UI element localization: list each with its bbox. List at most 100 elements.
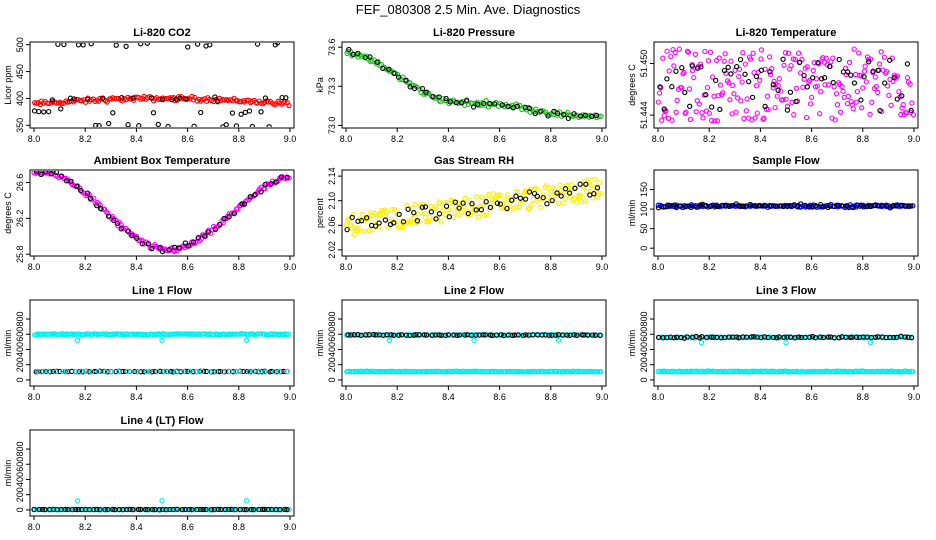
panel-li-820-temperature: Li-820 Temperature 8.0 8.2 8.4 8.6 8.8 9.0 51.4… bbox=[627, 27, 920, 144]
data-point bbox=[284, 506, 290, 513]
data-point bbox=[703, 92, 709, 98]
data-point bbox=[542, 332, 549, 338]
data-point bbox=[40, 368, 47, 375]
x-tick-label: 8.4 bbox=[130, 392, 143, 402]
data-point bbox=[564, 332, 570, 338]
data-point bbox=[138, 506, 144, 513]
plot-frame bbox=[29, 299, 295, 387]
data-point bbox=[226, 506, 232, 513]
data-point bbox=[696, 101, 702, 107]
data-point bbox=[592, 332, 598, 338]
data-point bbox=[104, 99, 110, 105]
data-point bbox=[395, 74, 402, 80]
series-line3-cyan-low bbox=[655, 368, 916, 375]
data-point bbox=[94, 506, 100, 513]
data-point bbox=[742, 61, 748, 67]
data-point bbox=[80, 43, 86, 48]
y-tick-label: 400 bbox=[639, 342, 649, 357]
data-point bbox=[344, 226, 350, 233]
data-point bbox=[717, 106, 723, 113]
data-point bbox=[854, 88, 861, 95]
data-point bbox=[780, 97, 786, 103]
data-point bbox=[449, 198, 456, 204]
panel-title: Line 1 Flow bbox=[132, 285, 192, 297]
data-point bbox=[48, 171, 54, 177]
data-point bbox=[459, 100, 465, 106]
data-point bbox=[717, 82, 724, 88]
data-point bbox=[459, 209, 465, 215]
data-point bbox=[423, 89, 429, 95]
data-point bbox=[853, 99, 859, 105]
data-point bbox=[100, 95, 106, 101]
series-pressure-black bbox=[346, 46, 600, 122]
data-point bbox=[367, 54, 373, 60]
data-point bbox=[561, 112, 567, 118]
data-point bbox=[545, 113, 551, 119]
data-point bbox=[173, 369, 179, 375]
data-point bbox=[699, 334, 705, 340]
data-point bbox=[793, 98, 799, 105]
data-point bbox=[185, 44, 191, 50]
data-point bbox=[406, 218, 412, 224]
data-point bbox=[229, 506, 235, 513]
data-point bbox=[278, 174, 284, 180]
data-point bbox=[53, 369, 59, 375]
data-point bbox=[850, 106, 856, 112]
data-point bbox=[902, 334, 908, 340]
data-point bbox=[585, 177, 592, 183]
data-point bbox=[899, 334, 905, 340]
data-point bbox=[753, 368, 759, 374]
data-point bbox=[171, 331, 178, 337]
data-point bbox=[250, 506, 257, 513]
data-point bbox=[774, 93, 780, 99]
data-point bbox=[582, 112, 589, 118]
data-point bbox=[442, 212, 448, 218]
series-rh-black bbox=[344, 181, 601, 233]
data-point bbox=[138, 369, 144, 375]
x-tick-label: 8.4 bbox=[442, 134, 455, 144]
data-point bbox=[266, 124, 272, 127]
data-point bbox=[75, 506, 82, 513]
data-point bbox=[38, 171, 44, 178]
data-point bbox=[49, 97, 55, 103]
data-point bbox=[896, 89, 902, 95]
data-point bbox=[412, 201, 418, 208]
data-point bbox=[865, 56, 872, 63]
data-point bbox=[443, 95, 449, 102]
data-point bbox=[160, 506, 166, 513]
data-point bbox=[562, 186, 569, 192]
data-point bbox=[589, 113, 595, 120]
y-tick-label: 200 bbox=[639, 357, 649, 372]
y-tick-label: 400 bbox=[15, 472, 25, 487]
data-point bbox=[48, 100, 55, 106]
data-point bbox=[159, 248, 166, 255]
data-point bbox=[414, 218, 421, 224]
data-point bbox=[734, 64, 740, 70]
data-point bbox=[138, 96, 144, 102]
data-point bbox=[391, 332, 397, 338]
data-point bbox=[389, 206, 395, 213]
points-layer bbox=[31, 171, 292, 255]
data-point bbox=[596, 179, 603, 186]
x-tick-label: 8.0 bbox=[340, 262, 353, 272]
data-point bbox=[462, 195, 468, 201]
data-point bbox=[366, 368, 372, 375]
data-point bbox=[678, 334, 684, 341]
data-point bbox=[127, 369, 133, 375]
series-sample-black bbox=[655, 201, 914, 211]
data-point bbox=[910, 112, 917, 118]
data-point bbox=[793, 85, 800, 92]
y-tick-label: 2.02 bbox=[327, 241, 337, 259]
data-point bbox=[850, 204, 856, 211]
data-point bbox=[893, 203, 899, 209]
data-point bbox=[417, 218, 423, 225]
data-point bbox=[58, 173, 65, 179]
y-tick-label: 600 bbox=[639, 327, 649, 342]
data-point bbox=[84, 506, 90, 513]
data-point bbox=[858, 97, 864, 103]
y-tick-label: 600 bbox=[15, 327, 25, 342]
data-point bbox=[770, 82, 776, 88]
data-point bbox=[159, 337, 165, 343]
data-point bbox=[63, 368, 69, 374]
